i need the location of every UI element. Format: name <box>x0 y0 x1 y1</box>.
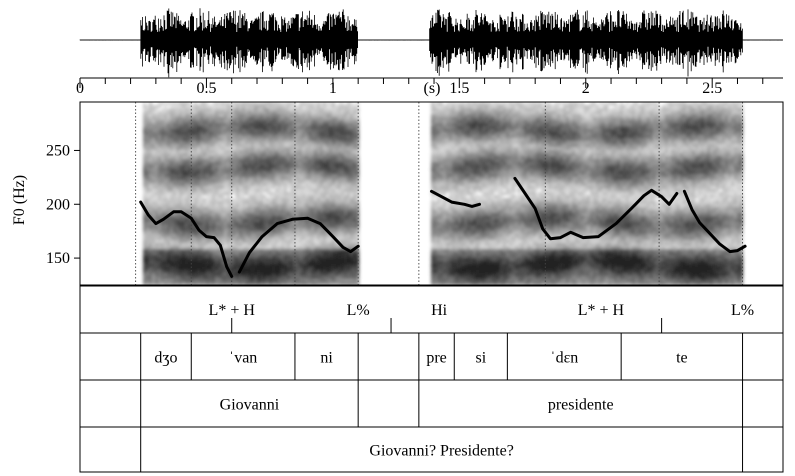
tier-phrase-label: Giovanni? Presidente? <box>369 443 513 460</box>
f0-contour-segment <box>430 189 481 208</box>
time-axis: 0 0.5 1 1.5 2 2.5 (s) <box>76 77 783 97</box>
tier-syllables-label: ni <box>320 350 333 367</box>
annotation-tiers: L* + H L% Hi L* + H L% dʒo ˈvan ni pre si ˈdɛn te Gi… <box>79 285 784 473</box>
spectrogram <box>143 102 744 285</box>
f0-contour-segment <box>682 189 747 254</box>
tier-syllables-label: si <box>475 350 486 367</box>
tier-tones-label: L% <box>731 302 754 319</box>
tier-syllables-label: te <box>676 350 688 367</box>
f0-tick-label: 150 <box>46 250 70 267</box>
tier-tones-label: Hi <box>431 302 448 319</box>
tier-syllables-label: dʒo <box>154 350 177 367</box>
time-tick-label: 0.5 <box>196 80 216 97</box>
f0-contour-segment <box>513 176 679 241</box>
time-unit-label: (s) <box>424 80 441 97</box>
waveform-trace <box>79 8 783 78</box>
time-tick-label: 2.5 <box>702 80 722 97</box>
f0-tick-label: 250 <box>46 142 70 159</box>
f0-contour-segment <box>139 200 234 278</box>
f0-contour <box>139 176 747 278</box>
spectrogram-panel <box>79 101 784 286</box>
tier-syllables-label: ˈdɛn <box>550 350 578 367</box>
time-tick-label: 1 <box>329 80 337 97</box>
f0-axis-label: F0 (Hz) <box>11 175 28 225</box>
tier-syllables-label: ˈvan <box>229 350 257 367</box>
waveform <box>79 8 783 78</box>
tier-syllables-label: pre <box>426 350 446 367</box>
tier-tones-label: L% <box>347 302 370 319</box>
time-tick-label: 1.5 <box>449 80 469 97</box>
tier-words-label: Giovanni <box>220 397 280 414</box>
f0-contour-segment <box>237 216 360 274</box>
tier-tones-label: L* + H <box>578 302 625 319</box>
tier-frame <box>79 285 784 473</box>
f0-axis: 150 200 250 F0 (Hz) <box>11 142 80 267</box>
tier-tones-label: L* + H <box>209 302 256 319</box>
time-tick-label: 2 <box>582 80 590 97</box>
time-tick-label: 0 <box>76 80 84 97</box>
f0-tick-label: 200 <box>46 196 70 213</box>
tier-words-label: presidente <box>548 397 614 414</box>
